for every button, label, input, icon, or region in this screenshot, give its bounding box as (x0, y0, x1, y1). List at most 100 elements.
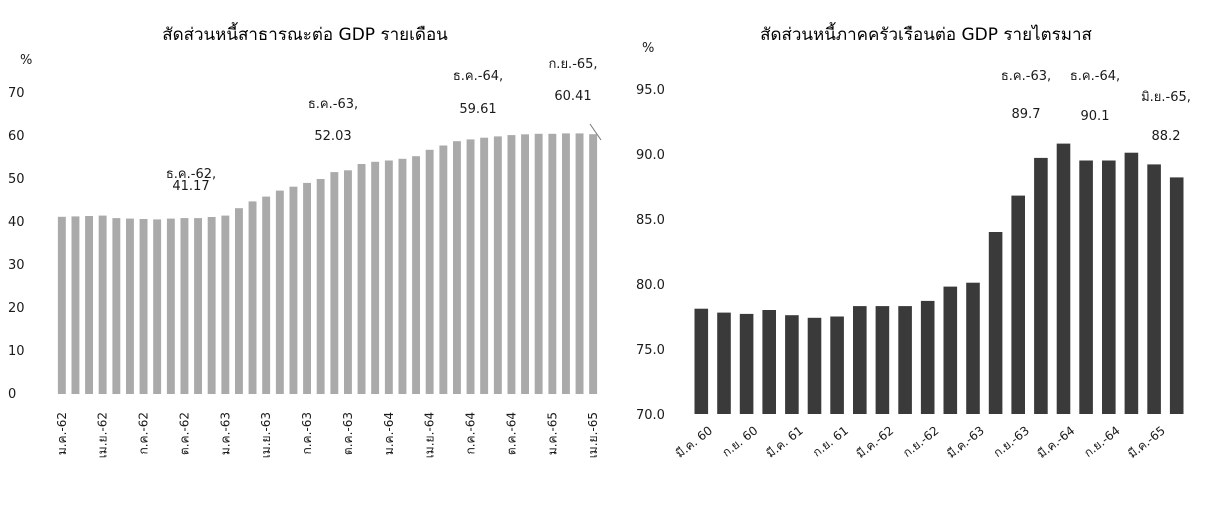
chart1-bar-12 (221, 215, 230, 394)
chart1-xlabel-0: ม.ค.-62 (55, 412, 69, 455)
chart1-bar-31 (480, 137, 489, 394)
chart1-annotation-1-label: ธ.ค.-62, (166, 167, 216, 182)
chart2-xlabel-6: มี.ค.-63 (944, 423, 987, 461)
chart2-annotation-3-value: 88.2 (1152, 129, 1181, 144)
chart1-bar-16 (275, 190, 284, 394)
chart2-bar-17 (1079, 160, 1093, 414)
chart1-ytick-1: 10 (8, 344, 25, 359)
chart1-bar-25 (398, 158, 407, 394)
chart2-bar-18 (1102, 160, 1116, 414)
chart1-annotation-2-value: 52.03 (314, 129, 351, 144)
chart1-xlabel-2: ก.ค.-62 (137, 412, 151, 455)
chart2-bar-5 (807, 317, 822, 414)
chart1-bar-11 (207, 217, 216, 394)
chart1-xlabel-12: ม.ค.-65 (545, 412, 559, 455)
chart1-annotation-4-value: 60.41 (554, 89, 591, 104)
chart2-bar-6 (830, 316, 844, 414)
chart2-bar-11 (943, 286, 958, 414)
chart2-annotation-1-label: ธ.ค.-63, (1001, 69, 1051, 84)
chart2-bar-0 (694, 308, 709, 414)
chart2-xlabel-10: มี.ค.-65 (1125, 423, 1168, 461)
chart2-xlabel-7: ก.ย.-63 (991, 423, 1032, 460)
chart1-xlabel-4: ม.ค.-63 (218, 412, 232, 455)
chart2-ylabel: % (642, 41, 654, 56)
chart1-bar-5 (126, 218, 134, 394)
chart1-bar-1 (71, 216, 80, 394)
chart1-bar-17 (289, 186, 298, 394)
chart2-xlabel-3: ก.ย. 61 (810, 423, 851, 459)
chart1-bar-37 (562, 133, 570, 394)
chart1-xlabel-8: ม.ค.-64 (382, 412, 396, 455)
chart1-xlabel-13: เม.ย.-65 (586, 412, 600, 458)
chart2-annotation-3-label: มิ.ย.-65, (1141, 90, 1191, 105)
chart1-xlabel-3: ต.ค.-62 (177, 412, 191, 455)
chart2-bar-12 (966, 282, 980, 414)
chart1-bar-35 (534, 133, 543, 395)
chart1-bar-2 (85, 216, 93, 394)
household-debt-chart: สัดส่วนหนี้ภาคครัวเรือนต่อ GDP รายไตรมาส… (636, 22, 1191, 461)
chart2-bar-14 (1011, 195, 1025, 414)
chart2-xlabel-4: มี.ค.-62 (854, 423, 897, 461)
chart1-ytick-2: 20 (8, 301, 25, 316)
chart1-annotation-4-leader (589, 123, 602, 141)
chart1-bar-8 (166, 218, 175, 394)
chart1-bar-26 (412, 156, 420, 394)
chart1-bar-29 (453, 141, 461, 394)
chart2-ytick-0: 70.0 (636, 408, 665, 423)
chart1-annotation-1-value: 41.17 (172, 179, 209, 194)
chart2-annotation-2-label: ธ.ค.-64, (1070, 69, 1120, 84)
chart1-bar-13 (235, 208, 243, 394)
chart1-xlabel-10: ก.ค.-64 (464, 412, 478, 455)
chart1-ytick-7: 70 (8, 86, 25, 101)
chart1-xlabel-5: เม.ย.-63 (259, 412, 273, 458)
chart1-bar-14 (248, 201, 257, 394)
chart2-bar-1 (717, 312, 731, 414)
chart2-bar-3 (762, 310, 776, 414)
chart2-bar-7 (853, 306, 867, 414)
chart2-xlabel-9: ก.ย.-64 (1081, 423, 1122, 460)
chart1-bar-28 (439, 145, 448, 394)
chart2-xlabel-0: มี.ค. 60 (673, 423, 715, 460)
chart1-bar-18 (303, 182, 311, 394)
chart1-bar-24 (384, 160, 393, 394)
chart2-xlabel-8: มี.ค.-64 (1035, 423, 1078, 461)
chart2-xlabel-2: มี.ค. 61 (764, 423, 806, 460)
chart2-bar-4 (785, 315, 799, 414)
chart2-ytick-5: 95.0 (636, 83, 665, 98)
chart1-bar-32 (493, 136, 502, 394)
chart1-annotation-3-value: 59.61 (459, 102, 496, 117)
chart2-title: สัดส่วนหนี้ภาคครัวเรือนต่อ GDP รายไตรมาส (760, 22, 1092, 45)
chart1-annotation-3-label: ธ.ค.-64, (453, 69, 503, 84)
chart1-bar-15 (262, 196, 271, 394)
chart1-bar-19 (316, 179, 325, 394)
chart2-bar-2 (739, 313, 754, 414)
chart2-xlabel-1: ก.ย. 60 (720, 423, 761, 459)
chart1-bar-36 (548, 133, 557, 395)
chart1-bar-30 (466, 139, 475, 394)
chart1-annotation-2-label: ธ.ค.-63, (308, 97, 358, 112)
chart1-title: สัดส่วนหนี้สาธารณะต่อ GDP รายเดือน (162, 22, 448, 45)
chart1-xlabel-7: ต.ค.-63 (341, 412, 355, 455)
chart1-annotation-4-label: ก.ย.-65, (548, 57, 597, 72)
chart2-bar-21 (1169, 177, 1184, 414)
chart1-bar-38 (575, 133, 584, 394)
public-debt-chart: สัดส่วนหนี้สาธารณะต่อ GDP รายเดือน % 0 10… (8, 22, 602, 458)
chart1-bar-34 (521, 134, 529, 395)
chart1-xlabel-6: ก.ค.-63 (300, 412, 314, 455)
chart1-bar-23 (371, 161, 380, 394)
chart1-ytick-5: 50 (8, 172, 25, 187)
chart1-ylabel: % (20, 53, 32, 68)
chart1-bar-33 (507, 135, 516, 394)
chart2-bar-10 (920, 300, 935, 414)
chart2-bar-8 (875, 306, 890, 414)
chart2-ytick-1: 75.0 (636, 343, 665, 358)
chart2-ytick-3: 85.0 (636, 213, 665, 228)
chart1-xlabel-1: เม.ย.-62 (96, 412, 110, 458)
chart2-bar-13 (988, 232, 1003, 414)
chart1-ytick-3: 30 (8, 258, 25, 273)
chart2-ytick-2: 80.0 (636, 278, 665, 293)
chart2-bar-19 (1124, 152, 1139, 414)
chart2-xlabel-5: ก.ย.-62 (900, 423, 941, 460)
chart1-bar-6 (139, 219, 148, 394)
chart2-bar-9 (898, 306, 912, 414)
